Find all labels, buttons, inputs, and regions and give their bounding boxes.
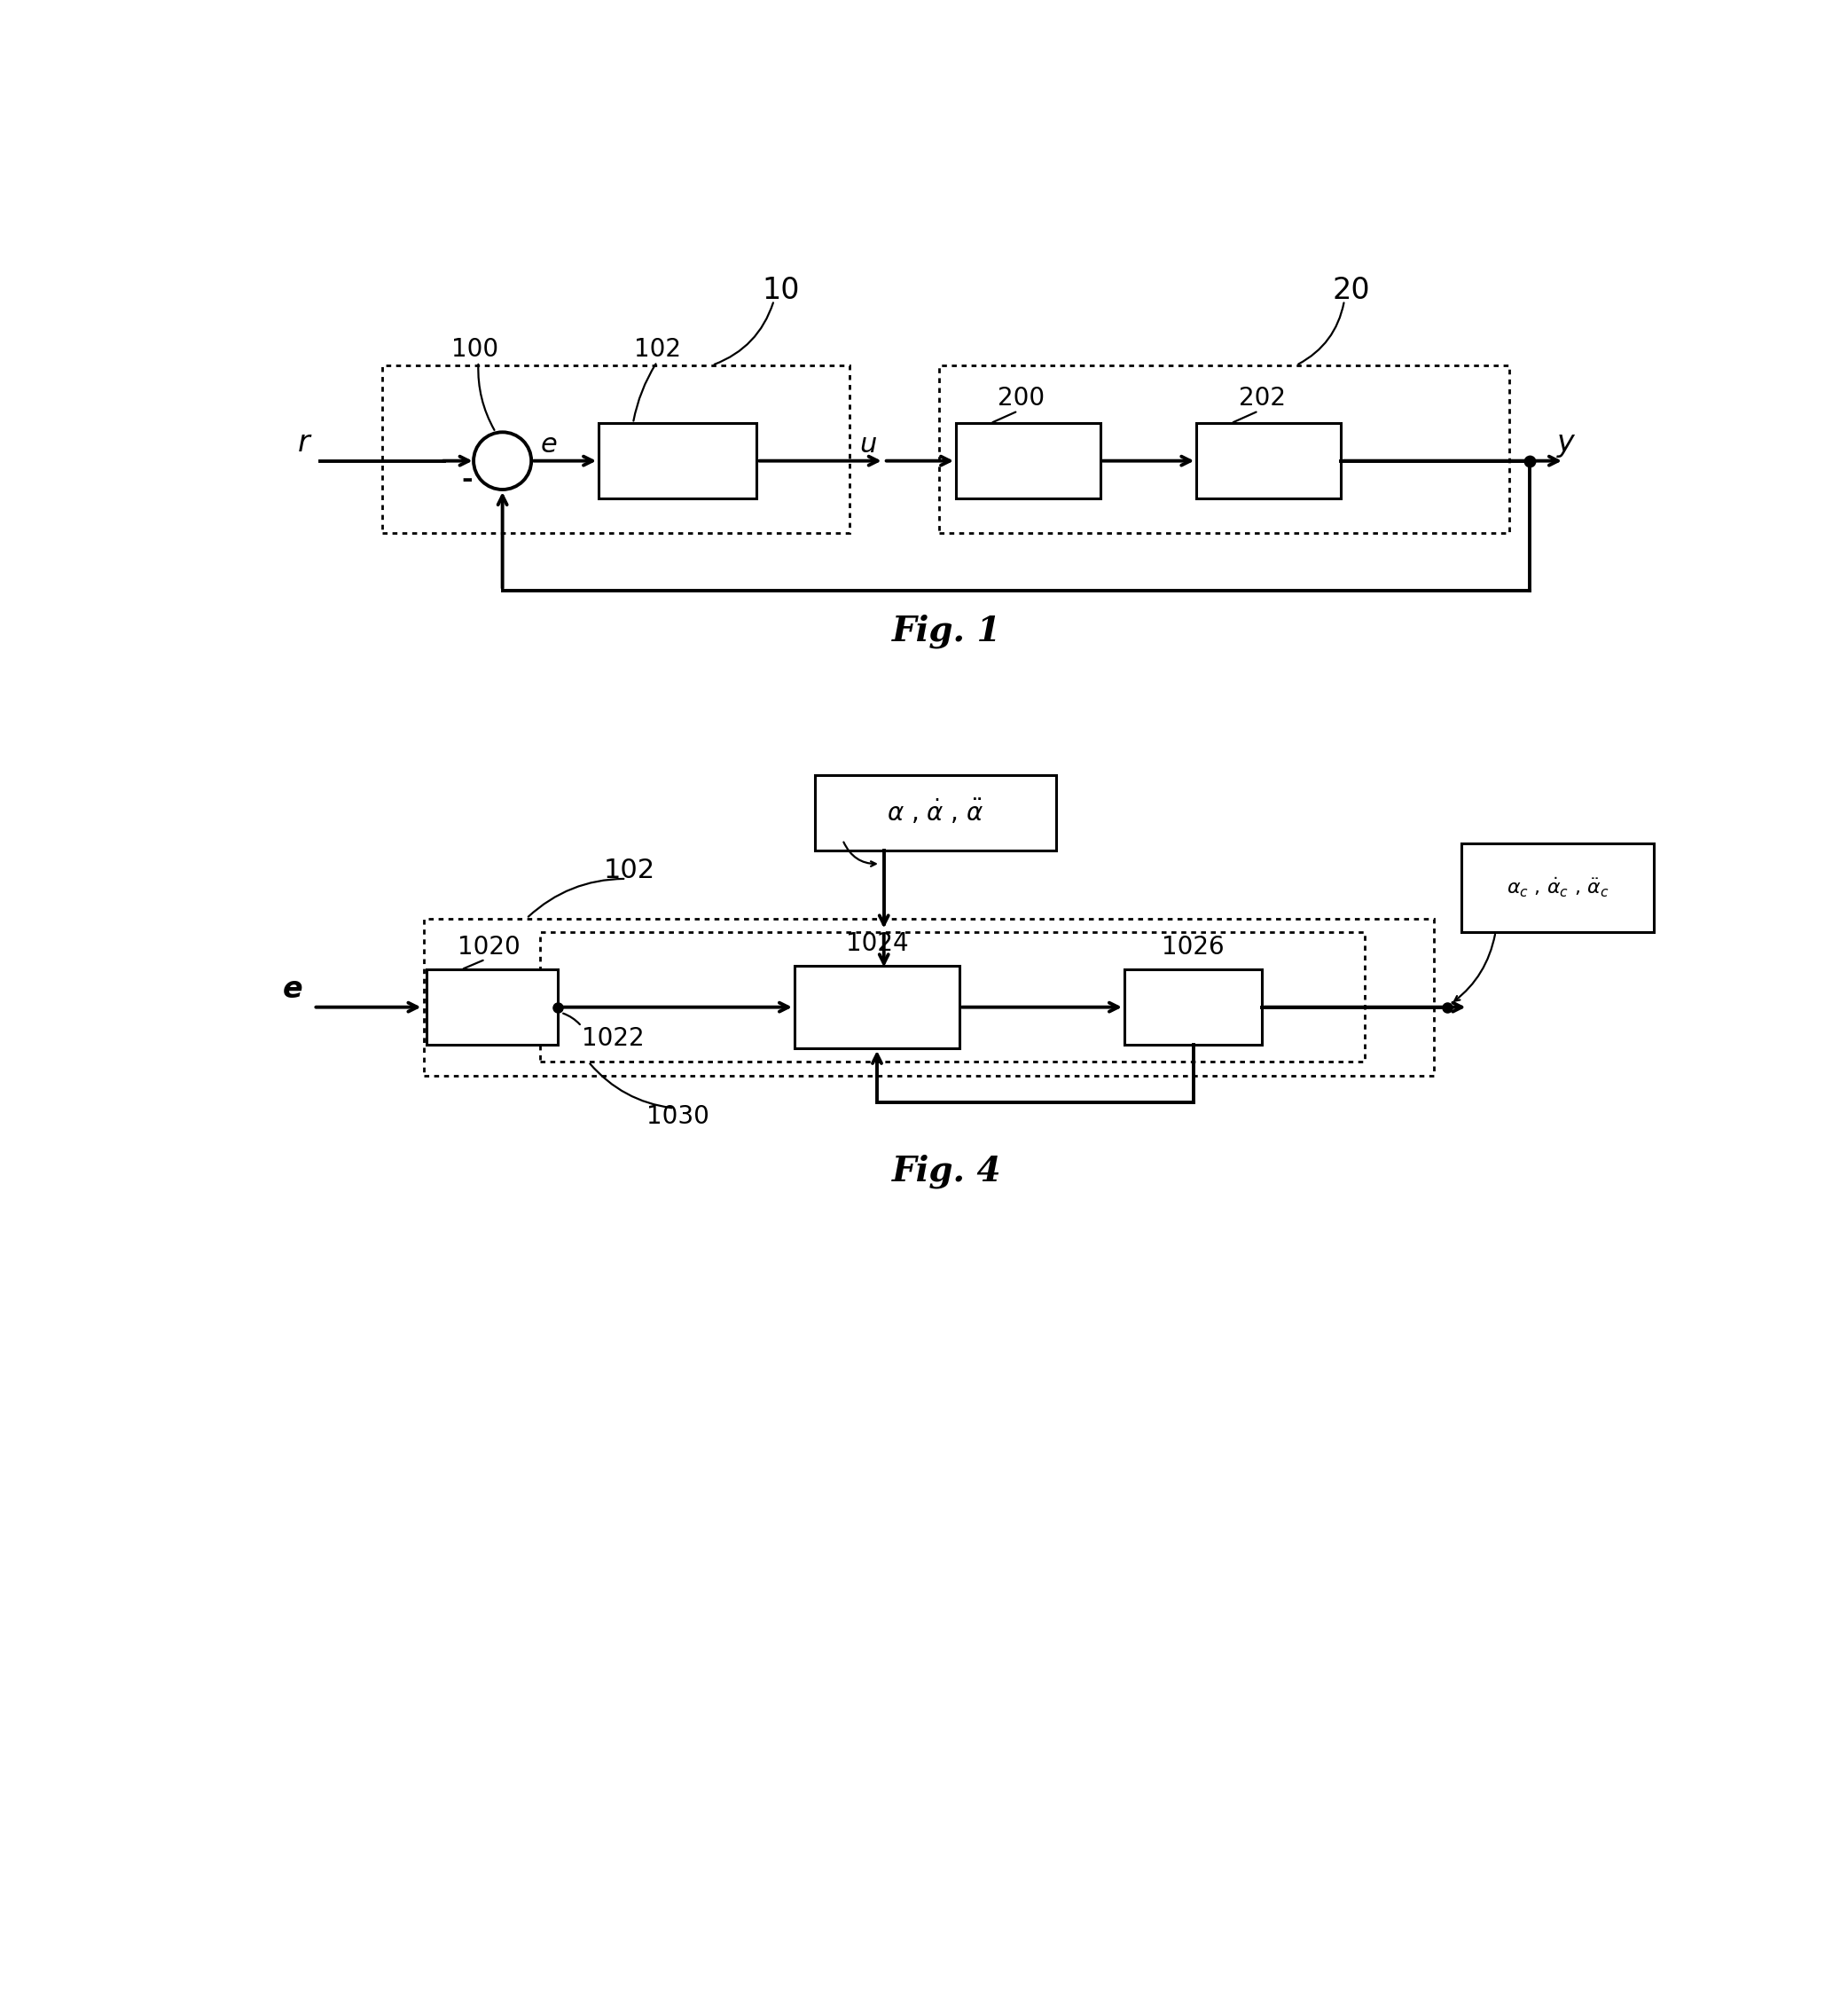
Bar xyxy=(427,970,558,1045)
Text: 200: 200 xyxy=(998,386,1044,410)
Bar xyxy=(955,424,1100,498)
Bar xyxy=(795,966,959,1047)
Text: Fig. 1: Fig. 1 xyxy=(893,615,1002,649)
Text: e: e xyxy=(283,974,303,1003)
Text: 102: 102 xyxy=(604,858,656,884)
Text: 102: 102 xyxy=(634,336,680,362)
Text: $\alpha$ , $\dot{\alpha}$ , $\ddot{\alpha}$: $\alpha$ , $\dot{\alpha}$ , $\ddot{\alph… xyxy=(887,798,983,826)
Text: e: e xyxy=(541,432,558,458)
Text: r: r xyxy=(298,428,310,458)
Text: 1020: 1020 xyxy=(456,934,519,960)
Bar xyxy=(1462,844,1654,932)
Text: y: y xyxy=(1558,428,1574,458)
Text: Fig. 4: Fig. 4 xyxy=(893,1155,1002,1189)
Text: 1026: 1026 xyxy=(1162,934,1225,960)
Text: 1030: 1030 xyxy=(647,1103,710,1129)
Bar xyxy=(1124,970,1262,1045)
Bar xyxy=(939,364,1510,532)
Bar xyxy=(383,364,850,532)
Text: 1022: 1022 xyxy=(582,1025,645,1051)
Bar xyxy=(1196,424,1342,498)
Bar xyxy=(599,424,756,498)
Text: 202: 202 xyxy=(1238,386,1286,410)
Text: 100: 100 xyxy=(451,336,499,362)
Text: 10: 10 xyxy=(761,275,800,305)
Text: 1024: 1024 xyxy=(846,932,909,956)
Text: 20: 20 xyxy=(1332,275,1369,305)
Text: u: u xyxy=(859,432,878,458)
Bar xyxy=(815,774,1055,850)
Text: $\alpha_c$ , $\dot{\alpha}_c$ , $\ddot{\alpha}_c$: $\alpha_c$ , $\dot{\alpha}_c$ , $\ddot{\… xyxy=(1506,876,1608,900)
Text: -: - xyxy=(462,468,473,494)
Bar xyxy=(423,918,1434,1075)
Bar xyxy=(540,932,1366,1061)
